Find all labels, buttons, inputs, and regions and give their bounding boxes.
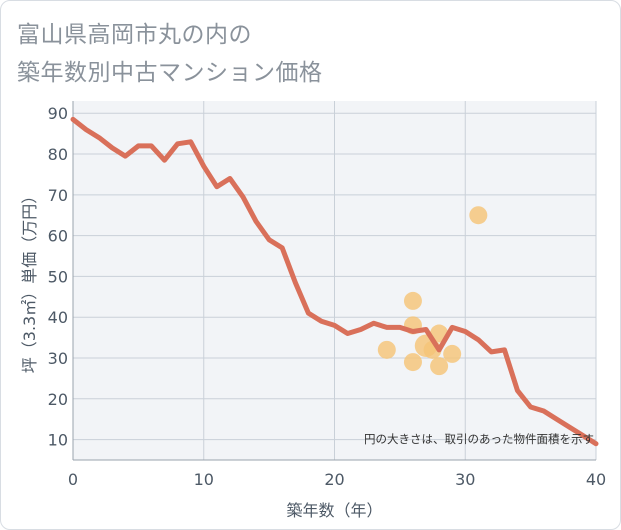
x-tick-label: 40 <box>586 470 606 489</box>
y-tick-label: 60 <box>48 227 68 246</box>
chart-title-line-1: 富山県高岡市丸の内の <box>17 22 252 48</box>
y-tick-label: 80 <box>48 145 68 164</box>
x-tick-label: 20 <box>324 470 344 489</box>
transaction-point <box>443 344 462 363</box>
y-tick-label: 70 <box>48 186 68 205</box>
y-tick-label: 90 <box>48 104 68 123</box>
y-tick-label: 50 <box>48 267 68 286</box>
chart-title-line-2: 築年数別中古マンション価格 <box>17 60 323 86</box>
x-tick-label: 10 <box>194 470 214 489</box>
x-tick-label: 30 <box>455 470 475 489</box>
grid-lines <box>72 101 597 461</box>
average-price-line <box>70 116 599 447</box>
transaction-point <box>469 206 488 225</box>
y-tick-label: 10 <box>48 431 68 450</box>
y-tick-label: 30 <box>48 349 68 368</box>
y-axis-title: 坪（3.3㎡）単価（万円） <box>20 188 39 373</box>
y-tick-label: 20 <box>48 390 68 409</box>
x-tick-label: 0 <box>68 470 78 489</box>
transaction-point <box>430 357 449 376</box>
y-tick-label: 40 <box>48 308 68 327</box>
size-legend-note: 円の大きさは、取引のあった物件面積を示す <box>364 432 594 446</box>
y-axis-ticks: 10 20 30 40 50 60 70 80 90 <box>48 104 68 449</box>
x-axis-title: 築年数（年） <box>286 501 382 520</box>
transaction-point <box>377 340 396 359</box>
x-axis-ticks: 0 10 20 30 40 <box>68 470 606 489</box>
transaction-point <box>403 291 422 310</box>
transaction-point <box>403 353 422 372</box>
